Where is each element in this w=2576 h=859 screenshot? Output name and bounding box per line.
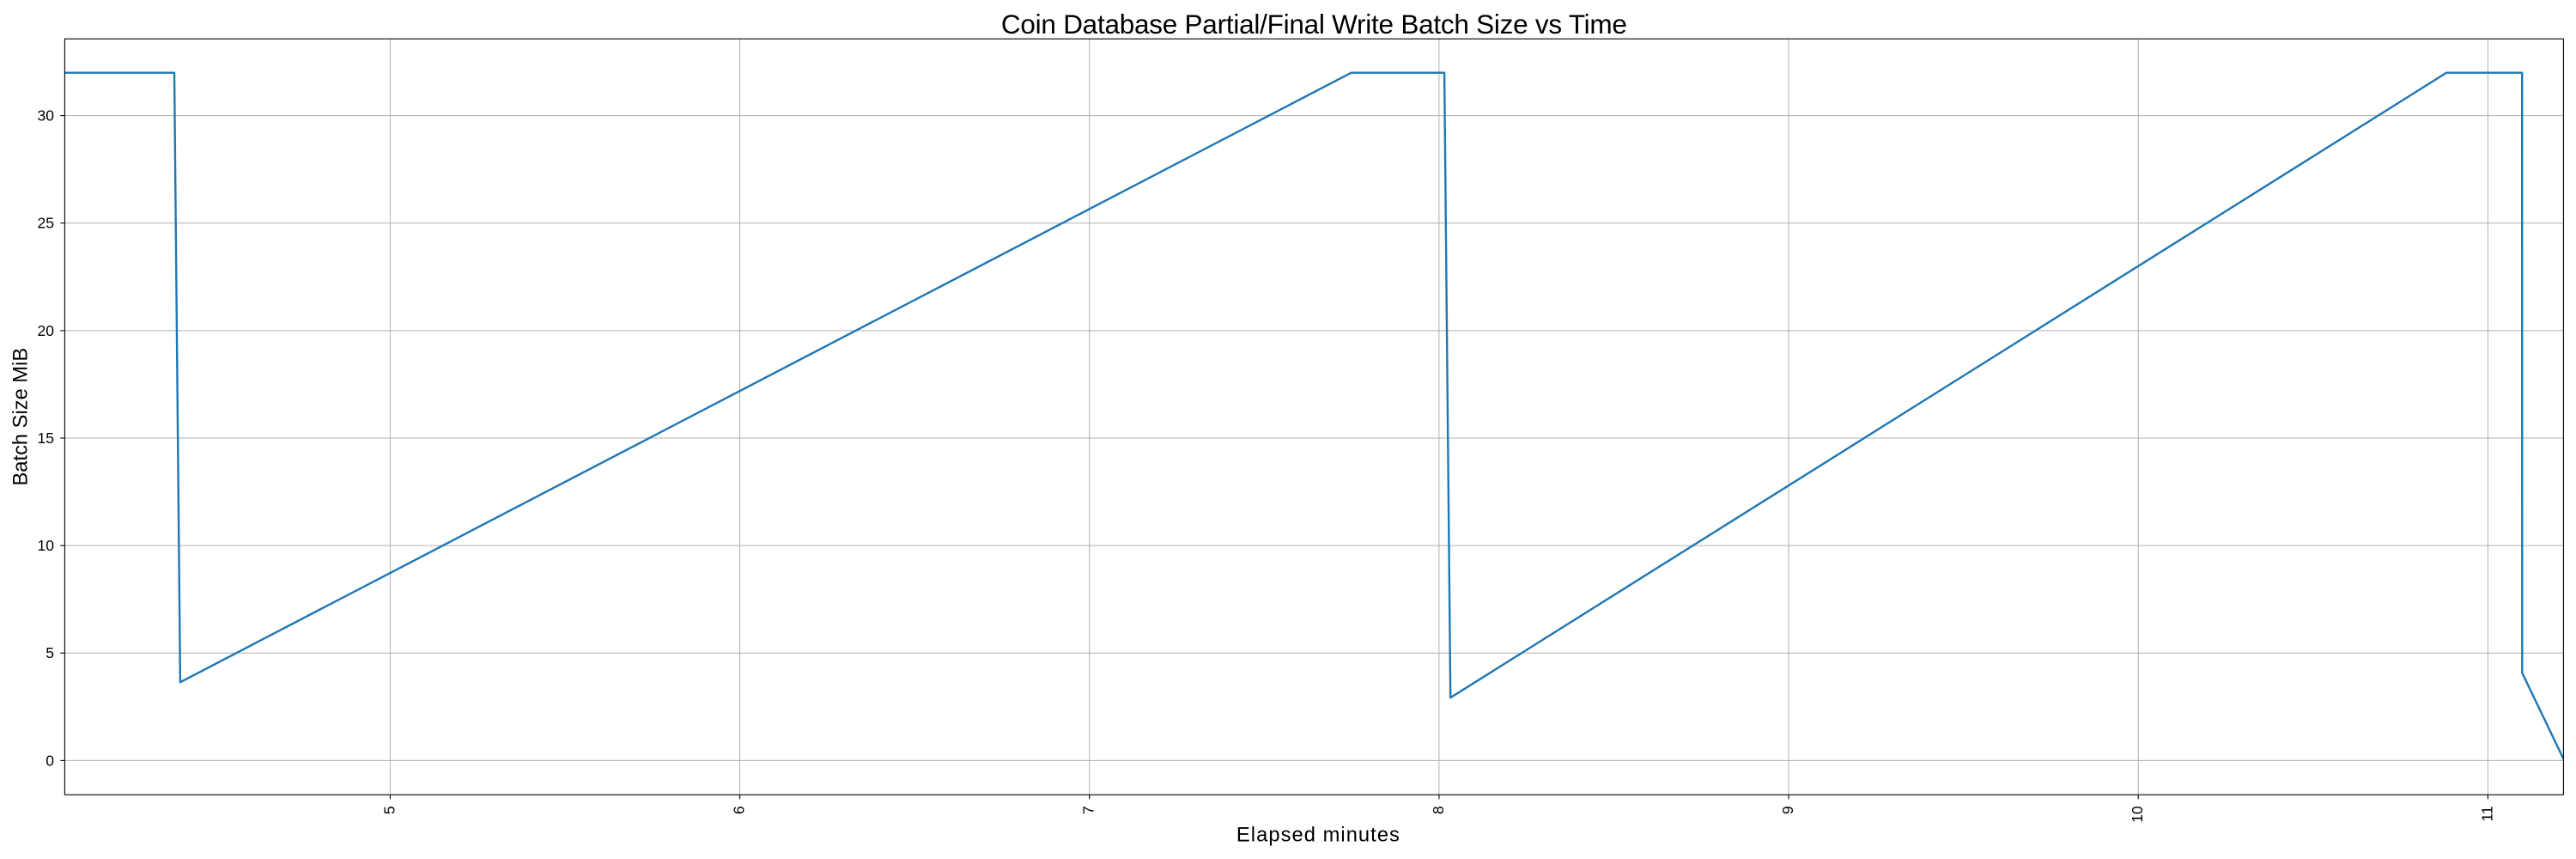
svg-text:10: 10	[2129, 806, 2146, 823]
svg-text:25: 25	[38, 215, 54, 232]
svg-text:10: 10	[38, 537, 55, 554]
svg-text:11: 11	[2478, 806, 2495, 821]
svg-text:5: 5	[46, 644, 54, 661]
svg-text:20: 20	[38, 322, 55, 339]
svg-text:7: 7	[1080, 806, 1097, 814]
svg-text:Batch Size MiB: Batch Size MiB	[9, 348, 32, 486]
svg-text:9: 9	[1779, 806, 1796, 814]
svg-text:6: 6	[731, 806, 748, 814]
svg-text:8: 8	[1430, 806, 1447, 814]
svg-text:30: 30	[38, 107, 55, 125]
svg-text:5: 5	[380, 806, 398, 814]
svg-text:Elapsed minutes: Elapsed minutes	[1236, 825, 1400, 847]
svg-text:15: 15	[38, 430, 54, 447]
svg-text:0: 0	[46, 752, 54, 769]
svg-text:Coin Database Partial/Final Wr: Coin Database Partial/Final Write Batch …	[1001, 9, 1627, 40]
